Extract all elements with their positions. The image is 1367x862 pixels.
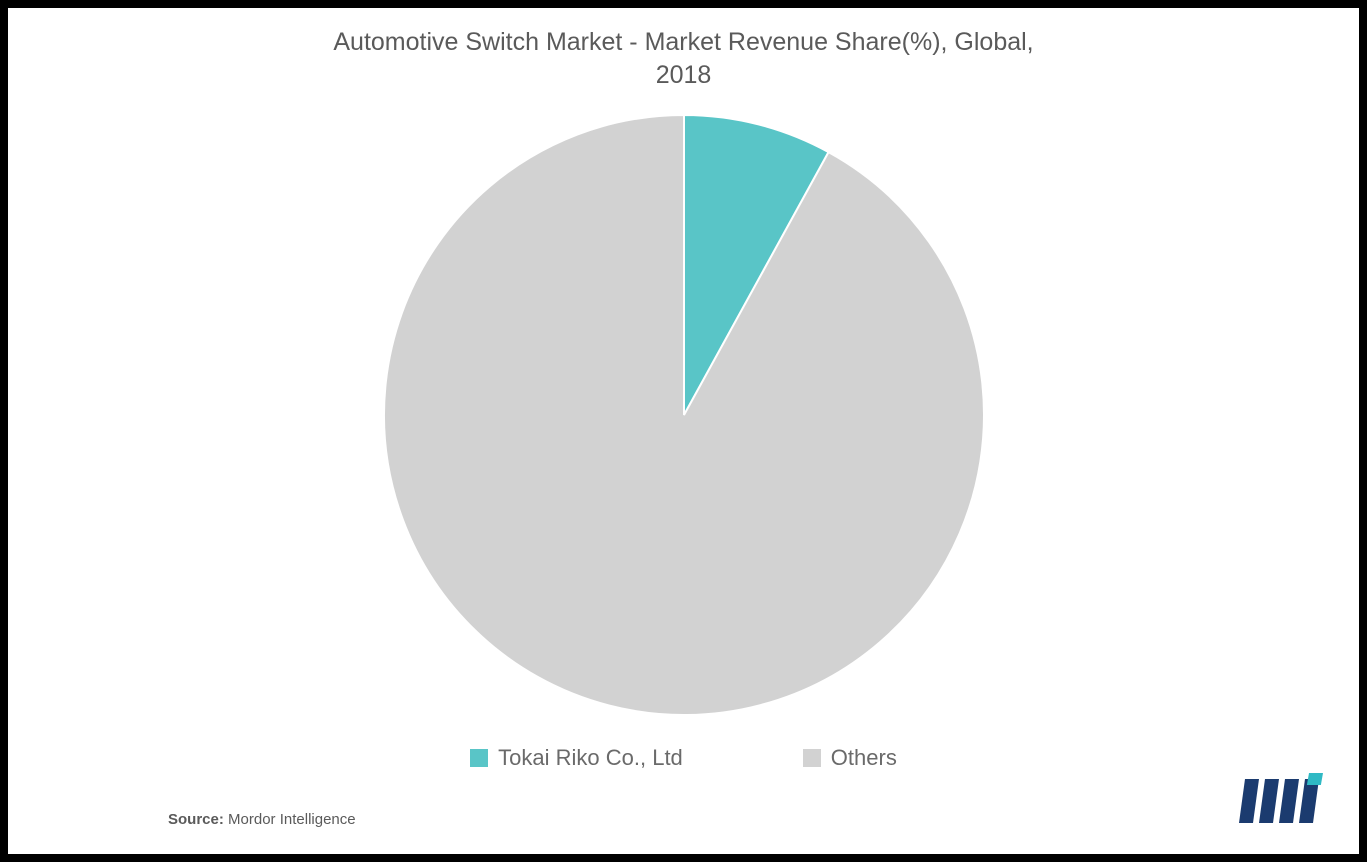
brand-logo [1237,773,1323,832]
legend-swatch-others [803,749,821,767]
pie-slice [384,115,984,715]
legend-item-others: Others [803,745,897,771]
chart-title-line2: 2018 [656,61,712,89]
source-prefix: Source: [168,811,224,828]
legend-swatch-tokai [470,749,488,767]
chart-title: Automotive Switch Market - Market Revenu… [8,8,1359,91]
legend-item-tokai: Tokai Riko Co., Ltd [470,745,683,771]
chart-title-line1: Automotive Switch Market - Market Revenu… [333,28,1033,56]
pie-container [8,105,1359,725]
chart-panel: Automotive Switch Market - Market Revenu… [8,8,1359,854]
pie-chart [374,105,994,725]
logo-icon [1237,773,1323,827]
source-text: Mordor Intelligence [228,811,356,828]
legend: Tokai Riko Co., Ltd Others [8,745,1359,771]
legend-label-others: Others [831,745,897,771]
source-line: Source: Mordor Intelligence [168,811,356,828]
legend-label-tokai: Tokai Riko Co., Ltd [498,745,683,771]
